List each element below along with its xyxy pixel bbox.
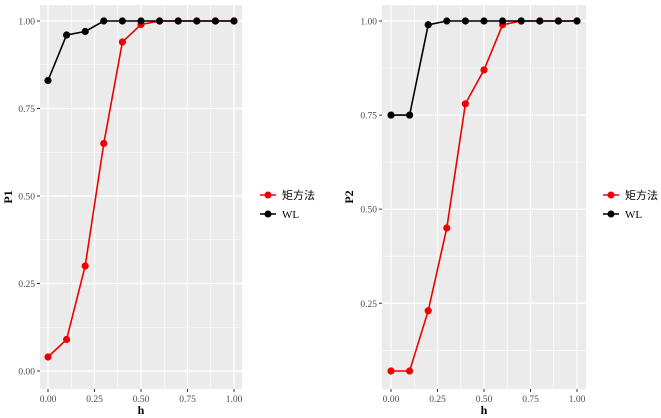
data-point-moment bbox=[118, 38, 126, 46]
y-tick-label: 0.75 bbox=[360, 112, 377, 122]
legend-p2: 矩方法 WL bbox=[600, 188, 658, 224]
data-point-wl bbox=[230, 17, 238, 25]
data-point-wl bbox=[443, 17, 451, 25]
legend-key-wl-p2 bbox=[607, 210, 615, 218]
legend-key-moment-p1 bbox=[264, 191, 272, 199]
x-tick-label: 0.75 bbox=[179, 395, 196, 405]
data-point-moment bbox=[44, 353, 52, 361]
legend-label-wl-p2: WL bbox=[625, 209, 642, 221]
data-point-wl bbox=[554, 17, 563, 25]
data-point-wl bbox=[118, 17, 126, 25]
x-axis-ticks-p1: 0.00 0.25 0.50 0.75 1.00 bbox=[40, 389, 243, 405]
data-point-wl bbox=[174, 17, 182, 25]
data-point-moment bbox=[100, 139, 108, 148]
x-tick-label: 0.50 bbox=[476, 395, 493, 405]
y-tick-label: 1.00 bbox=[18, 18, 35, 28]
data-point-wl bbox=[499, 17, 507, 25]
x-axis-title-p1: h bbox=[138, 403, 145, 417]
legend-p1: 矩方法 WL bbox=[257, 188, 317, 224]
x-tick-label: 0.25 bbox=[429, 395, 446, 405]
chart-panel-p1: 0.00 0.25 0.50 0.75 1.00 0.00 0.25 0.50 0.75 1.0… bbox=[1, 5, 317, 417]
x-tick-label: 0.50 bbox=[133, 395, 150, 405]
y-tick-label: 0.25 bbox=[18, 280, 35, 290]
x-axis-ticks-p2: 0.00 0.25 0.50 0.75 1.00 bbox=[383, 389, 586, 405]
data-point-wl bbox=[461, 17, 469, 25]
data-point-moment bbox=[81, 262, 89, 270]
data-point-wl bbox=[424, 21, 432, 29]
data-point-wl bbox=[211, 17, 219, 25]
data-point-wl bbox=[63, 31, 71, 39]
data-point-wl bbox=[44, 76, 52, 85]
y-axis-ticks-p2: 0.25 0.50 0.75 1.00 bbox=[360, 18, 382, 310]
data-point-wl bbox=[137, 17, 145, 25]
y-tick-label: 0.75 bbox=[18, 105, 35, 115]
legend-label-moment-p2: 矩方法 bbox=[625, 188, 658, 202]
x-axis-title-p2: h bbox=[481, 403, 488, 417]
chart-panel-p2: 0.250.500.751.00 0.00 0.25 0.50 0.75 1.00 h … bbox=[342, 5, 658, 417]
legend-key-moment-p2 bbox=[607, 191, 615, 199]
data-point-wl bbox=[517, 17, 525, 25]
y-tick-label: 0.50 bbox=[18, 193, 35, 203]
y-tick-label: 0.25 bbox=[360, 300, 377, 310]
data-point-wl bbox=[480, 17, 488, 25]
series-points-p1 bbox=[44, 17, 238, 361]
data-point-wl bbox=[81, 27, 89, 36]
x-tick-label: 0.25 bbox=[86, 395, 103, 405]
data-point-moment bbox=[461, 100, 469, 108]
data-point-moment bbox=[443, 224, 451, 232]
data-point-wl bbox=[573, 17, 581, 25]
data-point-wl bbox=[406, 111, 414, 119]
data-point-moment bbox=[480, 66, 488, 74]
data-point-wl bbox=[100, 17, 108, 25]
data-point-wl bbox=[536, 17, 544, 25]
x-tick-label: 0.00 bbox=[40, 395, 57, 405]
x-tick-label: 0.75 bbox=[522, 395, 539, 405]
y-tick-label: 0.00 bbox=[18, 368, 35, 378]
grid-p1 bbox=[40, 5, 242, 389]
x-tick-label: 1.00 bbox=[226, 395, 243, 405]
data-point-moment bbox=[63, 335, 71, 344]
data-point-wl bbox=[193, 17, 201, 25]
y-tick-label: 0.50 bbox=[360, 206, 377, 216]
x-tick-label: 0.00 bbox=[383, 395, 400, 405]
y-tick-label: 1.00 bbox=[360, 18, 377, 28]
legend-label-moment-p1: 矩方法 bbox=[282, 188, 315, 202]
data-point-wl bbox=[156, 17, 164, 25]
y-axis-ticks-p1: 0.00 0.25 0.50 0.75 1.00 bbox=[18, 18, 40, 378]
legend-key-wl-p1 bbox=[264, 210, 272, 218]
y-axis-title-p2: P2 bbox=[342, 190, 356, 203]
data-point-wl bbox=[387, 111, 395, 119]
data-point-moment bbox=[424, 307, 432, 315]
data-point-moment bbox=[387, 367, 395, 375]
data-point-moment bbox=[406, 367, 414, 375]
series-points-p2 bbox=[387, 17, 581, 375]
legend-label-wl-p1: WL bbox=[282, 209, 299, 221]
x-tick-label: 1.00 bbox=[569, 395, 586, 405]
y-axis-title-p1: P1 bbox=[1, 190, 15, 203]
